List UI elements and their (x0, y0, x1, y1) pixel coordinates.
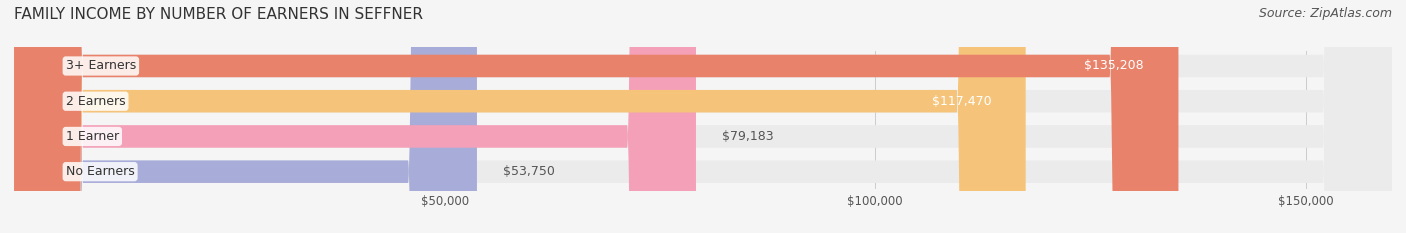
FancyBboxPatch shape (14, 0, 696, 233)
Text: No Earners: No Earners (66, 165, 135, 178)
Text: $117,470: $117,470 (932, 95, 991, 108)
Text: 3+ Earners: 3+ Earners (66, 59, 136, 72)
Text: FAMILY INCOME BY NUMBER OF EARNERS IN SEFFNER: FAMILY INCOME BY NUMBER OF EARNERS IN SE… (14, 7, 423, 22)
Text: $79,183: $79,183 (721, 130, 773, 143)
Text: Source: ZipAtlas.com: Source: ZipAtlas.com (1258, 7, 1392, 20)
Text: 1 Earner: 1 Earner (66, 130, 120, 143)
Text: 2 Earners: 2 Earners (66, 95, 125, 108)
FancyBboxPatch shape (14, 0, 1026, 233)
FancyBboxPatch shape (14, 0, 1392, 233)
FancyBboxPatch shape (14, 0, 1392, 233)
FancyBboxPatch shape (14, 0, 1392, 233)
Text: $135,208: $135,208 (1084, 59, 1144, 72)
FancyBboxPatch shape (14, 0, 1392, 233)
FancyBboxPatch shape (14, 0, 477, 233)
FancyBboxPatch shape (14, 0, 1178, 233)
Text: $53,750: $53,750 (503, 165, 554, 178)
